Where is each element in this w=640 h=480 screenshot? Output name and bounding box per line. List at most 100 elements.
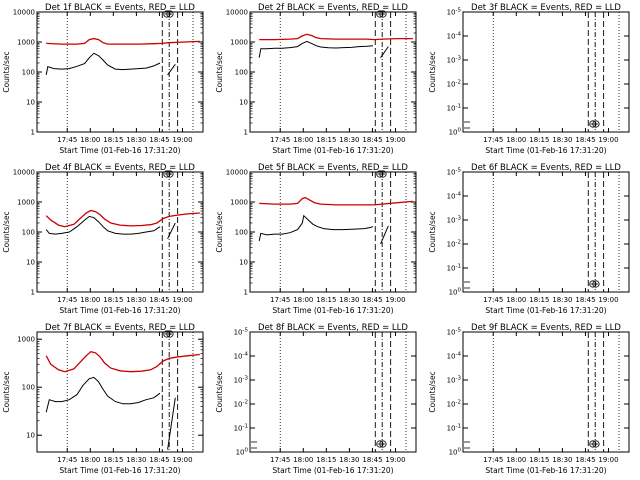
x-tick-label: 17:45 xyxy=(270,136,290,144)
y-axis-label: Counts/sec xyxy=(428,371,437,412)
y-tick-label: 100 xyxy=(449,448,462,457)
x-axis-label: Start Time (01-Feb-16 17:31:20) xyxy=(59,146,180,155)
y-axis-label: Counts/sec xyxy=(2,371,11,412)
y-tick-label: 10-2 xyxy=(447,240,461,249)
detector-chart-9: Det 9f BLACK = Events, RED = LLD Counts/s… xyxy=(428,323,630,475)
y-tick-label: 10-1 xyxy=(234,424,248,433)
plot-frame xyxy=(249,331,417,453)
x-axis-label: Start Time (01-Feb-16 17:31:20) xyxy=(59,466,180,475)
detector-chart-3: Det 3f BLACK = Events, RED = LLD Counts/s… xyxy=(428,3,630,155)
series-events-line xyxy=(45,52,161,75)
x-tick-label: 18:30 xyxy=(126,296,146,304)
y-tick-label: 1000 xyxy=(17,336,35,344)
detector-chart-6: Det 6f BLACK = Events, RED = LLD Counts/s… xyxy=(428,163,630,315)
plot-frame xyxy=(462,11,630,133)
y-tick-label: 100 xyxy=(22,384,35,392)
y-axis-label: Counts/sec xyxy=(215,211,224,252)
y-axis-label: Counts/sec xyxy=(215,371,224,412)
detector-panel-4: Det 4f BLACK = Events, RED = LLD Counts/s… xyxy=(0,160,213,320)
x-tick-label: 18:45 xyxy=(575,136,595,144)
y-tick-label: 10-2 xyxy=(447,400,461,409)
detector-chart-2: Det 2f BLACK = Events, RED = LLD Counts/s… xyxy=(215,3,417,155)
x-tick-label: 19:00 xyxy=(598,456,618,464)
y-tick-label: 100 xyxy=(235,69,248,77)
y-tick-label: 10-4 xyxy=(447,32,462,41)
y-tick-label: 10-5 xyxy=(447,168,462,177)
x-tick-label: 18:30 xyxy=(339,296,359,304)
x-tick-label: 19:00 xyxy=(385,296,405,304)
x-tick-label: 18:15 xyxy=(316,136,336,144)
y-tick-label: 1 xyxy=(244,129,248,137)
y-tick-label: 10-3 xyxy=(447,56,462,65)
x-axis-label: Start Time (01-Feb-16 17:31:20) xyxy=(485,306,606,315)
y-tick-label: 10-2 xyxy=(234,400,248,409)
series-events-line xyxy=(45,376,161,413)
x-tick-label: 18:00 xyxy=(506,456,526,464)
y-tick-label: 10 xyxy=(239,99,248,107)
detector-panel-1: Det 1f BLACK = Events, RED = LLD Counts/s… xyxy=(0,0,213,160)
detector-panel-8: Det 8f BLACK = Events, RED = LLD Counts/s… xyxy=(213,320,426,480)
detector-panel-6: Det 6f BLACK = Events, RED = LLD Counts/s… xyxy=(426,160,639,320)
x-tick-label: 18:15 xyxy=(529,136,549,144)
x-tick-label: 19:00 xyxy=(598,136,618,144)
series-events-line xyxy=(258,214,374,242)
y-tick-label: 100 xyxy=(22,229,35,237)
x-tick-label: 17:45 xyxy=(270,456,290,464)
y-tick-label: 10-1 xyxy=(447,104,461,113)
y-tick-label: 1 xyxy=(31,129,35,137)
events-spike-segment xyxy=(167,64,176,76)
x-tick-label: 18:00 xyxy=(506,296,526,304)
x-tick-label: 18:45 xyxy=(362,296,382,304)
events-spike-segment xyxy=(380,46,389,58)
y-tick-label: 10000 xyxy=(226,9,248,17)
detector-panel-7: Det 7f BLACK = Events, RED = LLD Counts/s… xyxy=(0,320,213,480)
y-tick-label: 1 xyxy=(244,289,248,297)
chart-title: Det 7f BLACK = Events, RED = LLD xyxy=(45,323,195,333)
x-tick-label: 17:45 xyxy=(483,296,503,304)
detector-chart-1: Det 1f BLACK = Events, RED = LLD Counts/s… xyxy=(2,3,204,155)
y-tick-label: 100 xyxy=(236,448,249,457)
events-spike-segment xyxy=(167,222,176,239)
detector-chart-8: Det 8f BLACK = Events, RED = LLD Counts/s… xyxy=(215,323,417,475)
x-tick-label: 18:45 xyxy=(575,296,595,304)
events-spike-segment xyxy=(380,225,389,245)
x-tick-label: 17:45 xyxy=(57,456,77,464)
x-axis-label: Start Time (01-Feb-16 17:31:20) xyxy=(485,466,606,475)
x-tick-label: 18:15 xyxy=(316,296,336,304)
detector-panel-2: Det 2f BLACK = Events, RED = LLD Counts/s… xyxy=(213,0,426,160)
x-tick-label: 18:00 xyxy=(293,296,313,304)
y-axis-label: Counts/sec xyxy=(2,211,11,252)
plot-frame xyxy=(462,331,630,453)
y-axis-label: Counts/sec xyxy=(2,51,11,92)
x-tick-label: 18:45 xyxy=(149,136,169,144)
x-tick-label: 18:00 xyxy=(80,296,100,304)
y-tick-label: 10-5 xyxy=(447,8,462,17)
detector-chart-7: Det 7f BLACK = Events, RED = LLD Counts/s… xyxy=(2,323,204,475)
y-tick-label: 10000 xyxy=(13,9,35,17)
chart-title: Det 5f BLACK = Events, RED = LLD xyxy=(258,163,408,173)
x-tick-label: 17:45 xyxy=(483,136,503,144)
x-tick-label: 17:45 xyxy=(270,296,290,304)
series-events-line xyxy=(45,215,161,235)
chart-title: Det 9f BLACK = Events, RED = LLD xyxy=(471,323,621,333)
detector-chart-4: Det 4f BLACK = Events, RED = LLD Counts/s… xyxy=(2,163,204,315)
series-lld-line xyxy=(259,33,413,41)
plot-frame xyxy=(249,11,417,133)
x-tick-label: 18:00 xyxy=(80,456,100,464)
chart-title: Det 3f BLACK = Events, RED = LLD xyxy=(471,3,621,13)
plot-frame xyxy=(36,171,204,293)
x-tick-label: 19:00 xyxy=(385,456,405,464)
series-events-line xyxy=(258,40,374,58)
events-spike-segment xyxy=(167,397,176,450)
x-tick-label: 19:00 xyxy=(385,136,405,144)
y-tick-label: 100 xyxy=(449,128,462,137)
plot-frame xyxy=(36,331,204,453)
y-tick-label: 10-4 xyxy=(234,352,249,361)
chart-title: Det 2f BLACK = Events, RED = LLD xyxy=(258,3,408,13)
x-tick-label: 18:45 xyxy=(149,456,169,464)
detector-panel-5: Det 5f BLACK = Events, RED = LLD Counts/s… xyxy=(213,160,426,320)
detector-chart-5: Det 5f BLACK = Events, RED = LLD Counts/s… xyxy=(215,163,417,315)
series-lld-line xyxy=(45,350,200,373)
y-tick-label: 10000 xyxy=(226,169,248,177)
